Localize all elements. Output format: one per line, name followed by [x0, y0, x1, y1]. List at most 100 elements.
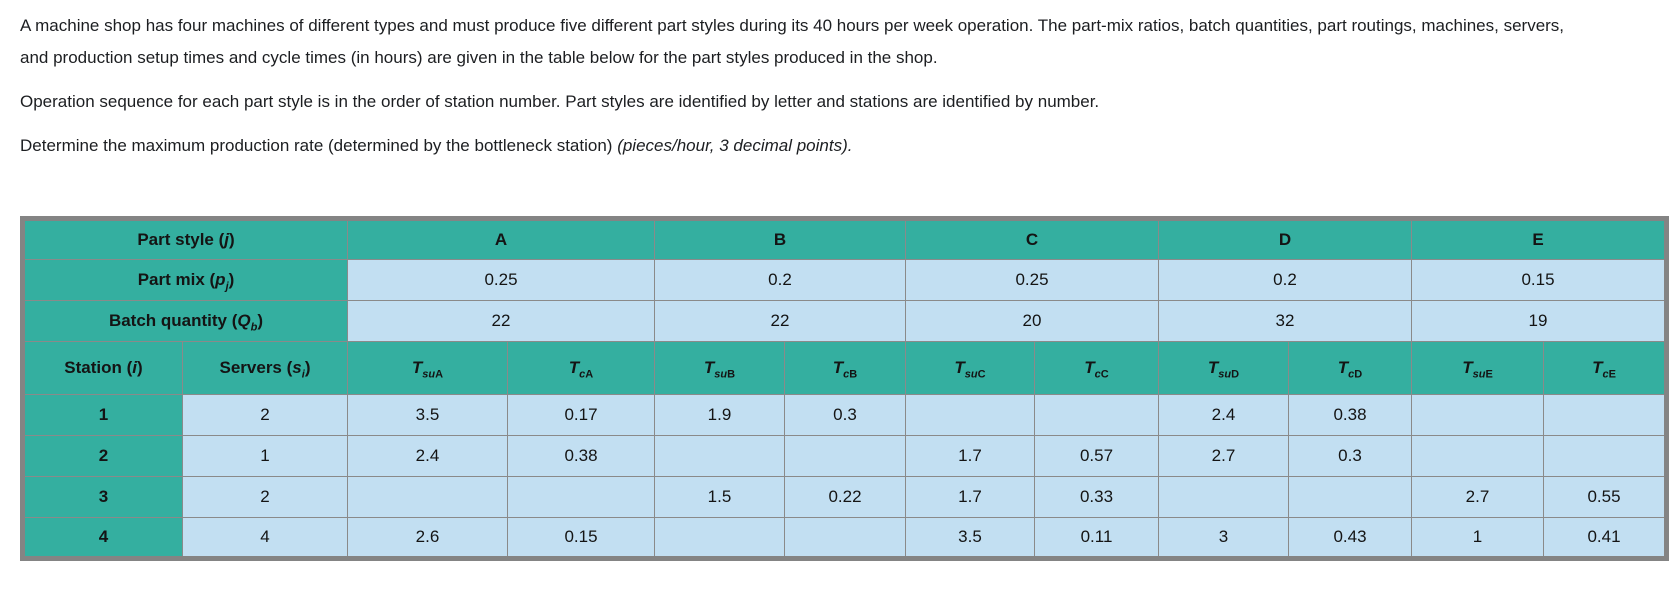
batch-quantity-cell: 20: [905, 300, 1159, 342]
label-text: ): [137, 358, 143, 377]
value-cell: [1158, 476, 1289, 518]
value-cell: [1411, 435, 1544, 477]
part-style-cell-e: E: [1411, 218, 1667, 260]
part-style-label: Part style (j): [22, 218, 348, 260]
value-cell: 1.9: [654, 394, 785, 436]
value-cell: 2.7: [1411, 476, 1544, 518]
value-cell: 0.11: [1034, 517, 1159, 559]
station-cell: 3: [22, 476, 183, 518]
value-cell: [1034, 394, 1159, 436]
t-header-cell: TsuB: [654, 341, 785, 395]
t-header-cell: TsuC: [905, 341, 1035, 395]
value-cell: [1543, 435, 1667, 477]
part-style-cell-a: A: [347, 218, 655, 260]
part-mix-cell: 0.2: [654, 259, 906, 301]
t-symbol: T: [1207, 358, 1219, 377]
part-style-row: Part style (j) A B C D E: [22, 218, 1667, 260]
station-row-3: 3 2 1.5 0.22 1.7 0.33 2.7 0.55: [22, 476, 1667, 518]
t-subscript-op: su: [1472, 368, 1486, 381]
t-symbol: T: [1592, 358, 1603, 377]
part-mix-cell: 0.25: [905, 259, 1159, 301]
t-subscript-part: A: [585, 368, 594, 381]
t-subscript-part: D: [1354, 368, 1363, 381]
t-header-cell: TsuD: [1158, 341, 1289, 395]
problem-statement: A machine shop has four machines of diff…: [20, 10, 1656, 162]
station-cell: 2: [22, 435, 183, 477]
t-subscript-op: c: [1602, 368, 1609, 381]
label-subscript: b: [250, 321, 258, 334]
label-text: ): [304, 358, 311, 377]
part-style-cell-b: B: [654, 218, 906, 260]
label-subscript: i: [301, 368, 305, 381]
value-cell: 0.17: [507, 394, 655, 436]
t-subscript-part: B: [849, 368, 858, 381]
intro-paragraph-3: Determine the maximum production rate (d…: [20, 130, 1575, 162]
value-cell: [905, 394, 1035, 436]
servers-cell: 2: [182, 476, 348, 518]
value-cell: 2.6: [347, 517, 508, 559]
t-subscript-part: C: [1100, 368, 1109, 381]
t-subscript-part: D: [1231, 368, 1240, 381]
t-subscript-part: B: [727, 368, 736, 381]
t-symbol: T: [832, 358, 844, 377]
value-cell: 2.4: [347, 435, 508, 477]
t-subscript-op: c: [1348, 368, 1355, 381]
part-mix-label: Part mix (pj): [22, 259, 348, 301]
batch-quantity-cell: 19: [1411, 300, 1667, 342]
station-row-1: 1 2 3.5 0.17 1.9 0.3 2.4 0.38: [22, 394, 1667, 436]
batch-quantity-label: Batch quantity (Qb): [22, 300, 348, 342]
label-text: Station (: [64, 358, 133, 377]
value-cell: 0.57: [1034, 435, 1159, 477]
value-cell: [784, 517, 906, 559]
value-cell: [784, 435, 906, 477]
t-subscript-op: su: [964, 368, 978, 381]
part-style-cell-d: D: [1158, 218, 1412, 260]
servers-cell: 2: [182, 394, 348, 436]
intro-paragraph-2: Operation sequence for each part style i…: [20, 92, 1100, 111]
prompt-units-note: (pieces/hour, 3 decimal points).: [617, 136, 853, 155]
value-cell: 3.5: [905, 517, 1035, 559]
batch-quantity-cell: 32: [1158, 300, 1412, 342]
t-subscript-op: c: [579, 368, 586, 381]
prompt-text: Determine the maximum production rate (d…: [20, 136, 618, 155]
value-cell: 3: [1158, 517, 1289, 559]
t-subscript-part: A: [435, 368, 444, 381]
value-cell: 3.5: [347, 394, 508, 436]
station-column-header: Station (i): [22, 341, 183, 395]
batch-quantity-row: Batch quantity (Qb) 22 22 20 32 19: [22, 300, 1667, 342]
value-cell: 0.22: [784, 476, 906, 518]
value-cell: 1.7: [905, 435, 1035, 477]
value-cell: 1.7: [905, 476, 1035, 518]
t-subscript-part: C: [977, 368, 986, 381]
t-subscript-part: E: [1608, 368, 1616, 381]
label-text: ): [257, 311, 264, 330]
t-subscript-op: c: [1094, 368, 1101, 381]
value-cell: 0.38: [1288, 394, 1412, 436]
t-symbol: T: [1462, 358, 1473, 377]
value-cell: 0.33: [1034, 476, 1159, 518]
value-cell: 0.38: [507, 435, 655, 477]
t-symbol: T: [703, 358, 715, 377]
value-cell: [654, 435, 785, 477]
label-text: Part mix (: [137, 270, 216, 289]
t-symbol: T: [1337, 358, 1349, 377]
t-symbol: T: [568, 358, 580, 377]
batch-quantity-cell: 22: [654, 300, 906, 342]
t-symbol: T: [954, 358, 965, 377]
servers-cell: 4: [182, 517, 348, 559]
label-var: Q: [237, 311, 251, 330]
value-cell: 0.3: [1288, 435, 1412, 477]
servers-column-header: Servers (si): [182, 341, 348, 395]
t-symbol: T: [1084, 358, 1095, 377]
t-header-cell: TcE: [1543, 341, 1667, 395]
value-cell: 1: [1411, 517, 1544, 559]
value-cell: [507, 476, 655, 518]
t-symbol: T: [411, 358, 423, 377]
value-cell: [1411, 394, 1544, 436]
label-text: Batch quantity (: [108, 311, 238, 330]
t-header-cell: TsuE: [1411, 341, 1544, 395]
station-row-2: 2 1 2.4 0.38 1.7 0.57 2.7 0.3: [22, 435, 1667, 477]
part-style-cell-c: C: [905, 218, 1159, 260]
label-var: i: [132, 358, 138, 377]
station-cell: 4: [22, 517, 183, 559]
